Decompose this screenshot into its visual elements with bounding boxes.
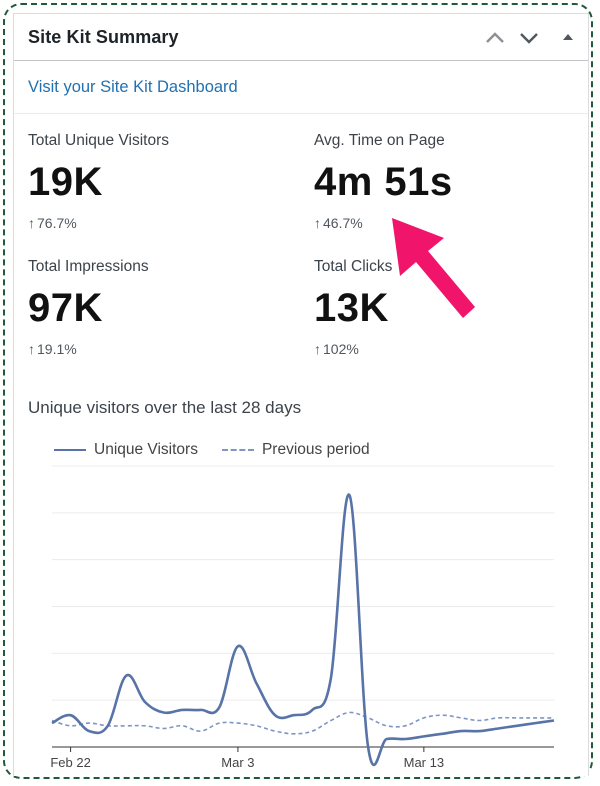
legend-item-previous: Previous period (221, 441, 370, 459)
series-line-unique-visitors (51, 493, 555, 767)
arrow-up-icon: ↑ (314, 341, 321, 357)
caret-up-icon (560, 28, 576, 48)
arrow-up-icon: ↑ (28, 215, 35, 231)
chevron-down-icon (518, 28, 540, 48)
metric-value: 97K (28, 286, 103, 330)
arrow-up-icon: ↑ (314, 215, 321, 231)
legend-swatch-solid (54, 449, 86, 451)
metric-change: ↑ 19.1% (28, 341, 149, 357)
visitors-line-chart: Feb 22 Mar 3 Mar 13 (50, 465, 555, 770)
arrow-up-icon: ↑ (28, 341, 35, 357)
x-tick-label: Feb 22 (50, 755, 90, 770)
move-up-button[interactable] (484, 28, 506, 48)
chevron-up-icon (484, 28, 506, 48)
metric-change: ↑ 76.7% (28, 215, 169, 231)
move-down-button[interactable] (518, 28, 540, 48)
metric-avg-time-on-page: Avg. Time on Page 4m 51s ↑ 46.7% (314, 132, 453, 231)
metric-value: 13K (314, 286, 389, 330)
metric-label: Total Impressions (28, 258, 149, 275)
site-kit-widget: Site Kit Summary Visit your Site Kit Das… (13, 13, 589, 776)
legend-swatch-dashed (221, 449, 254, 451)
x-tick-label: Mar 13 (404, 755, 444, 770)
chart-legend: Unique Visitors Previous period (54, 441, 394, 459)
site-kit-dashboard-link[interactable]: Visit your Site Kit Dashboard (28, 78, 238, 96)
metric-label: Avg. Time on Page (314, 132, 445, 149)
metric-change: ↑ 102% (314, 341, 392, 357)
metric-label: Total Clicks (314, 258, 393, 275)
metric-value: 4m 51s (314, 160, 453, 204)
widget-title: Site Kit Summary (28, 27, 179, 47)
metric-change: ↑ 46.7% (314, 215, 453, 231)
widget-header: Site Kit Summary (14, 14, 588, 61)
legend-label: Previous period (261, 441, 370, 458)
chart-title: Unique visitors over the last 28 days (28, 398, 302, 417)
metric-unique-visitors: Total Unique Visitors 19K ↑ 76.7% (28, 132, 169, 231)
toggle-panel-button[interactable] (560, 28, 576, 48)
dashboard-link-row: Visit your Site Kit Dashboard (14, 61, 588, 114)
metric-change-value: 76.7% (37, 215, 77, 231)
legend-item-current: Unique Visitors (54, 441, 198, 459)
metric-change-value: 46.7% (323, 215, 363, 231)
annotation-frame (3, 3, 593, 779)
metric-change-value: 102% (323, 341, 359, 357)
metric-total-impressions: Total Impressions 97K ↑ 19.1% (28, 258, 149, 357)
x-tick-label: Mar 3 (221, 755, 254, 770)
metric-label: Total Unique Visitors (28, 132, 170, 149)
metric-change-value: 19.1% (37, 341, 77, 357)
series-line-previous-period (51, 711, 554, 735)
metric-value: 19K (28, 160, 103, 204)
metric-total-clicks: Total Clicks 13K ↑ 102% (314, 258, 392, 357)
legend-label: Unique Visitors (94, 441, 198, 458)
